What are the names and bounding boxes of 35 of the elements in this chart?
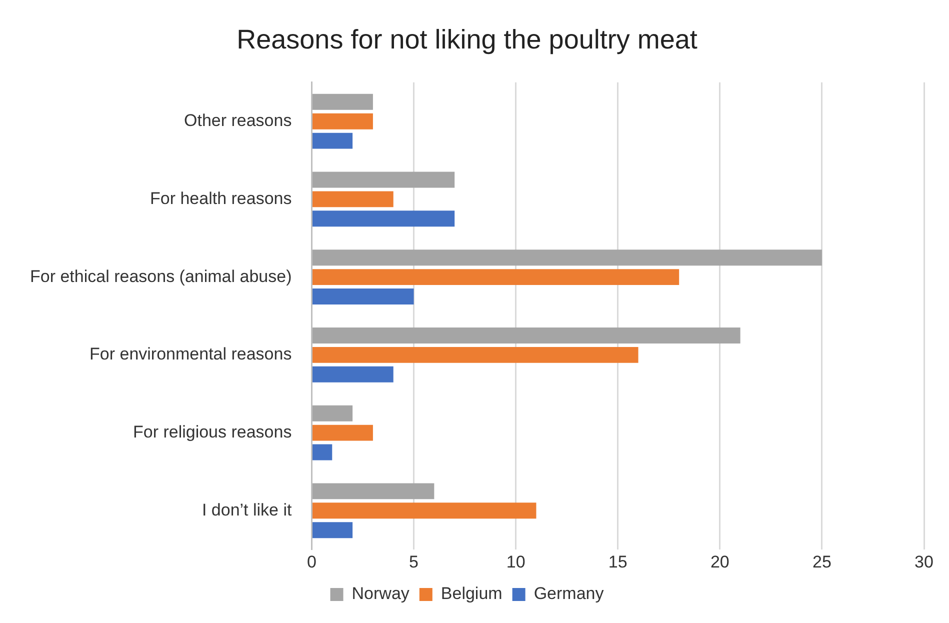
bar	[312, 424, 373, 441]
x-tick-label: 0	[307, 552, 316, 572]
y-tick-label: For ethical reasons (animal abuse)	[30, 266, 292, 286]
bar	[312, 502, 536, 519]
x-tick-label: 10	[506, 552, 526, 572]
x-tick-label: 30	[914, 552, 934, 572]
y-tick-label: For health reasons	[150, 188, 292, 208]
x-tick-label: 15	[608, 552, 628, 572]
chart-title: Reasons for not liking the poultry meat	[236, 24, 698, 55]
x-tick-label: 5	[409, 552, 419, 572]
bar	[312, 113, 373, 130]
bar	[312, 444, 332, 460]
bar	[312, 172, 455, 188]
legend-label: Norway	[352, 584, 410, 604]
legend-label: Belgium	[440, 584, 502, 604]
bar	[312, 250, 822, 266]
bar	[312, 210, 455, 227]
bar	[312, 269, 680, 286]
bar	[312, 366, 394, 382]
bar	[312, 191, 394, 208]
legend-label: Germany	[534, 584, 604, 604]
y-tick-label: For environmental reasons	[90, 344, 292, 364]
bar	[312, 327, 740, 344]
y-tick-label: I don’t like it	[202, 500, 292, 520]
bar	[312, 483, 434, 500]
bar	[312, 132, 353, 149]
y-tick-label: Other reasons	[184, 111, 292, 130]
bar	[312, 346, 638, 363]
y-tick-label: For religious reasons	[132, 422, 292, 442]
x-tick-label: 20	[710, 552, 730, 572]
bar	[312, 522, 353, 538]
x-tick-label: 25	[812, 552, 832, 572]
bar	[312, 288, 414, 305]
bar	[312, 94, 373, 110]
bar	[312, 405, 353, 422]
